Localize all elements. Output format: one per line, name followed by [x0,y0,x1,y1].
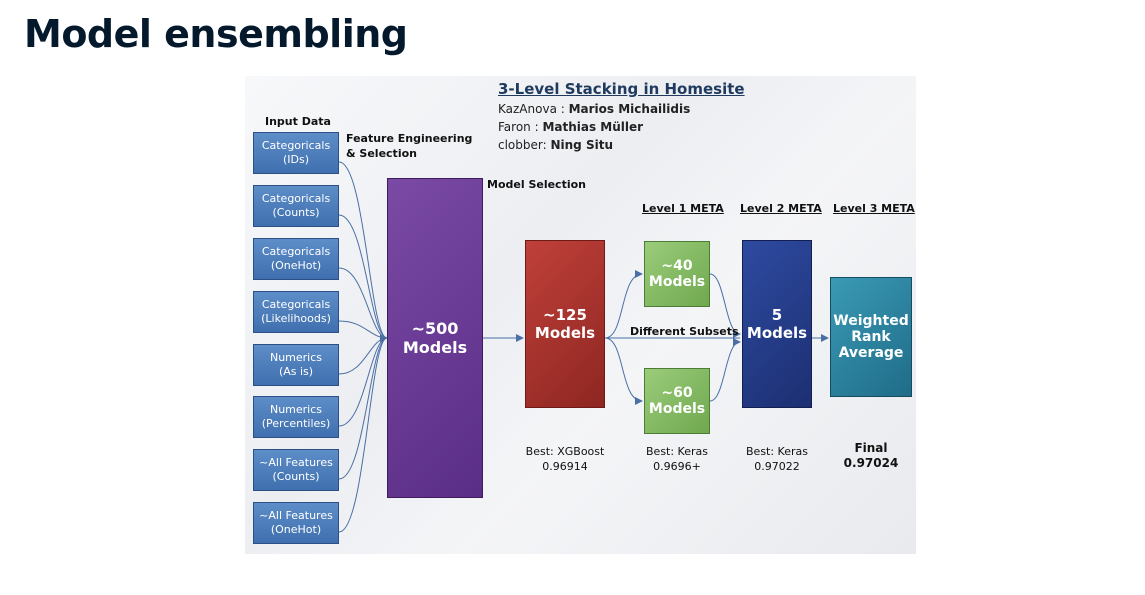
figure-title: 3-Level Stacking in Homesite [498,80,745,98]
input-numerics-percentiles[interactable]: Numerics (Percentiles) [253,396,339,438]
connector-input-1 [338,161,388,339]
connector-lines [338,161,829,533]
model-box-60[interactable]: ~60 Models [644,368,710,434]
input-all-features-counts[interactable]: ~All Features (Counts) [253,449,339,491]
credit-line-2: Faron : Mathias Müller [498,120,644,134]
connector-125-40 [604,270,643,339]
slide-title: Model ensembling [24,12,408,56]
level-3-meta-label: Level 3 META [833,202,915,215]
result-final: Final 0.97024 [843,441,899,470]
model-box-5[interactable]: 5 Models [742,240,812,408]
connector-60-5 [709,338,741,402]
different-subsets-label: Different Subsets [630,325,739,338]
input-categoricals-likelihoods[interactable]: Categoricals (Likelihoods) [253,291,339,333]
input-numerics-as-is[interactable]: Numerics (As is) [253,344,339,386]
result-level-1: Best: Keras 0.9696+ [646,445,708,473]
credit-line-3: clobber: Ning Situ [498,138,613,152]
model-selection-label: Model Selection [487,178,586,191]
credit-handle: Faron [498,120,531,134]
level-2-meta-label: Level 2 META [740,202,822,215]
input-categoricals-ids[interactable]: Categoricals (IDs) [253,132,339,174]
level-1-meta-label: Level 1 META [642,202,724,215]
stacking-diagram: 3-Level Stacking in Homesite KazAnova : … [245,76,916,554]
result-level-2: Best: Keras 0.97022 [746,445,808,473]
model-box-40[interactable]: ~40 Models [644,241,710,307]
feature-engineering-label: Feature Engineering [346,132,473,145]
result-125: Best: XGBoost 0.96914 [525,445,605,473]
connector-input-7 [338,337,388,480]
input-all-features-onehot[interactable]: ~All Features (OneHot) [253,502,339,544]
credit-line-1: KazAnova : Marios Michailidis [498,102,691,116]
credit-name: Mathias Müller [542,120,644,134]
input-categoricals-onehot[interactable]: Categoricals (OneHot) [253,238,339,280]
input-data-label: Input Data [265,115,331,128]
model-box-weighted-rank-average[interactable]: Weighted Rank Average [830,277,912,397]
connector-40-5 [709,273,741,338]
model-box-500[interactable]: ~500 Models [387,178,483,498]
connector-input-2 [338,214,388,339]
credit-name: Marios Michailidis [568,102,691,116]
credit-handle: clobber [498,138,543,152]
connector-125-60 [604,337,643,405]
feature-selection-label: & Selection [346,147,417,160]
model-box-125[interactable]: ~125 Models [525,240,605,408]
input-categoricals-counts[interactable]: Categoricals (Counts) [253,185,339,227]
credit-handle: KazAnova [498,102,557,116]
credit-name: Ning Situ [550,138,613,152]
connector-input-8 [338,334,388,533]
